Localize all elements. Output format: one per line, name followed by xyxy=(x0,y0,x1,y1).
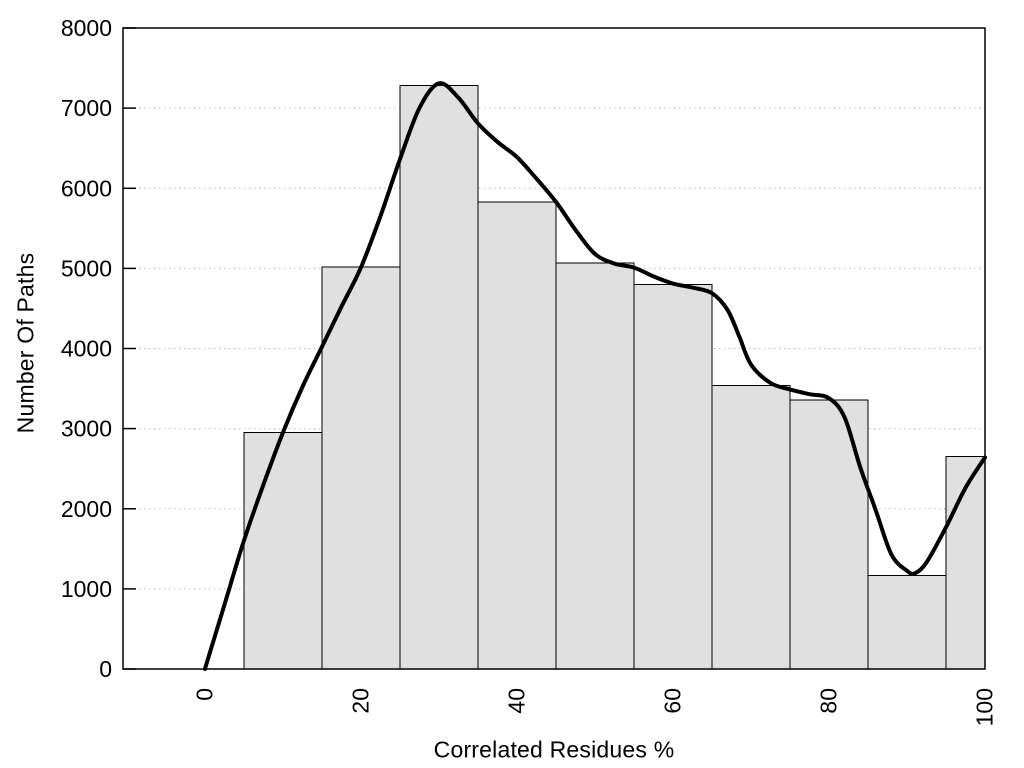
y-tick-label: 2000 xyxy=(61,496,112,522)
histogram-bar xyxy=(321,266,401,670)
x-tick-label: 80 xyxy=(816,688,842,714)
histogram-bar xyxy=(867,574,947,670)
y-tick-label: 8000 xyxy=(61,15,112,41)
x-tick-label: 100 xyxy=(972,688,998,726)
y-tick-label: 3000 xyxy=(61,416,112,442)
histogram-bar xyxy=(399,85,479,670)
histogram-bar xyxy=(789,399,869,670)
histogram-bar xyxy=(633,283,713,670)
y-tick-label: 4000 xyxy=(61,336,112,362)
trend-curve xyxy=(202,81,987,671)
y-tick-label: 5000 xyxy=(61,255,112,281)
x-tick-label: 40 xyxy=(504,688,530,714)
x-tick-label: 60 xyxy=(660,688,686,714)
histogram-bar xyxy=(711,384,791,670)
y-tick-label: 0 xyxy=(99,656,112,682)
histogram-bar xyxy=(243,432,323,670)
x-tick-label: 20 xyxy=(348,688,374,714)
x-axis-title: Correlated Residues % xyxy=(433,736,675,763)
y-tick-label: 6000 xyxy=(61,175,112,201)
y-tick-label: 7000 xyxy=(61,95,112,121)
y-tick-label: 1000 xyxy=(61,576,112,602)
histogram-bar xyxy=(555,262,635,670)
histogram-bar xyxy=(477,201,557,670)
x-tick-label: 0 xyxy=(192,688,218,701)
y-axis-title: Number Of Paths xyxy=(12,252,39,434)
